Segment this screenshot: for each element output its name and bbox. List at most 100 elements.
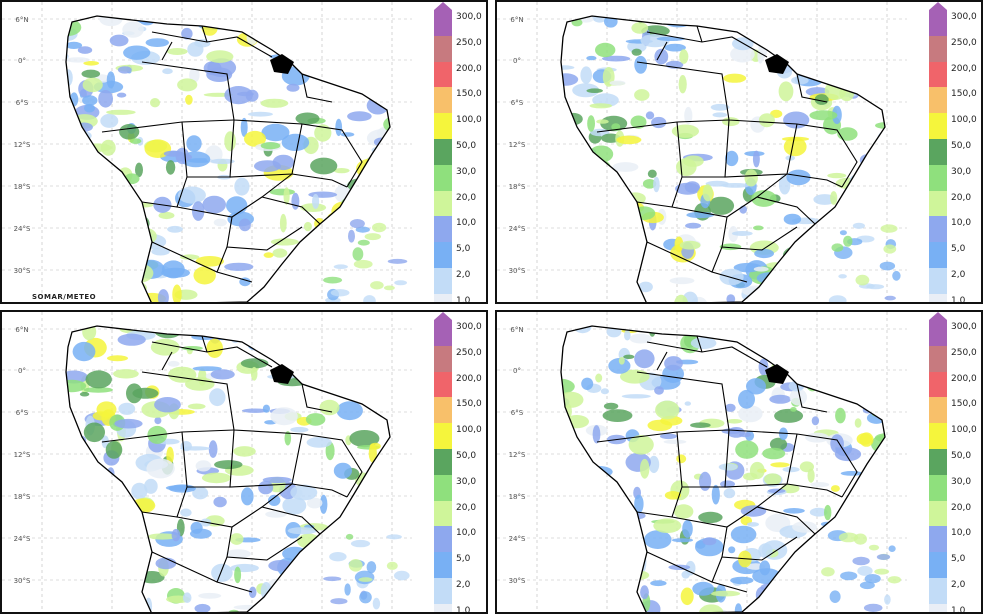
rain-cell	[726, 419, 743, 424]
rain-cell	[121, 290, 147, 302]
rain-cell	[811, 416, 820, 426]
rain-cell	[263, 252, 274, 258]
rain-cell	[66, 41, 83, 50]
ocean-rain-cell	[366, 561, 377, 574]
ocean-rain-cell	[370, 281, 384, 290]
rain-cell	[373, 137, 389, 147]
legend-label: 2,0	[456, 270, 471, 280]
precipitation-legend: 300,0 250,0 200,0 150,0 100,0 50,0 30,0 20,0 10,…	[426, 2, 486, 302]
rain-cell	[629, 333, 652, 344]
rain-cell	[260, 98, 289, 108]
legend-label: 250,0	[951, 347, 977, 358]
rain-cell	[206, 50, 234, 63]
rain-cell	[248, 586, 257, 598]
rain-cell	[884, 583, 885, 591]
rain-cell	[177, 78, 198, 92]
rain-cell	[872, 139, 885, 152]
rain-cell	[194, 603, 211, 612]
rain-cell	[281, 133, 310, 151]
rain-cell	[875, 122, 885, 129]
rain-cell	[603, 402, 619, 410]
rain-cell	[613, 287, 642, 298]
rain-cell	[163, 150, 183, 157]
rain-cell	[146, 458, 175, 479]
rain-cell	[853, 390, 879, 402]
rain-cell	[383, 57, 390, 71]
rain-cell	[301, 331, 314, 342]
rain-cell	[339, 352, 351, 358]
latitude-label: 6°N	[510, 326, 523, 334]
rain-cell	[351, 365, 361, 373]
rain-cell	[290, 484, 318, 501]
legend-label: 300,0	[456, 322, 482, 332]
rain-cell	[579, 157, 600, 174]
legend-label: 30,0	[456, 166, 477, 177]
rain-cell	[354, 335, 382, 353]
rain-cell	[82, 326, 97, 341]
rain-cell	[389, 495, 390, 509]
rain-cell	[856, 196, 875, 202]
rain-cell	[822, 370, 830, 386]
rain-cell	[123, 45, 151, 60]
rain-cell	[206, 338, 223, 358]
rain-cell	[592, 299, 599, 302]
legend-label: 50,0	[456, 451, 477, 461]
rain-cell	[564, 601, 580, 610]
rain-cell	[119, 124, 140, 140]
rain-cell	[389, 604, 390, 612]
rain-cell	[730, 45, 755, 63]
rain-cell	[213, 496, 227, 508]
rain-cell	[561, 526, 583, 539]
rain-cell	[674, 236, 684, 253]
legend-swatch	[434, 603, 452, 612]
rain-cell	[862, 373, 871, 387]
legend-swatch	[929, 552, 947, 578]
ocean-rain-cell	[357, 239, 370, 246]
latitude-label: 30°S	[14, 577, 31, 585]
ocean-rain-cell	[855, 274, 870, 286]
legend-swatch	[434, 10, 452, 36]
rain-cell	[774, 588, 790, 607]
latitude-label: 6°N	[15, 16, 28, 24]
rain-cell	[634, 55, 648, 74]
rain-cell	[882, 79, 885, 88]
legend-swatch	[929, 578, 947, 604]
rain-cell	[210, 158, 235, 165]
ocean-rain-cell	[364, 233, 381, 241]
rain-cell	[89, 200, 119, 217]
rain-cell	[262, 476, 292, 484]
rain-cell	[214, 460, 243, 470]
rain-cell	[623, 354, 635, 359]
rain-cell	[877, 131, 885, 147]
rain-cell	[564, 415, 589, 429]
rain-cell	[338, 209, 350, 226]
rain-cell	[251, 326, 265, 338]
rain-cell	[262, 404, 270, 413]
state-border	[229, 119, 303, 178]
state-border	[291, 483, 348, 498]
rain-cell	[327, 364, 343, 377]
rain-cell	[611, 123, 621, 131]
ocean-rain-cell	[348, 559, 363, 572]
rain-cell	[850, 356, 880, 362]
state-border	[796, 123, 858, 188]
rain-cell	[749, 461, 765, 480]
rain-cell	[567, 280, 584, 300]
legend-label: 300,0	[456, 12, 482, 22]
rain-cell	[553, 186, 561, 198]
rain-cell	[206, 328, 229, 337]
rain-cell	[780, 596, 788, 612]
rain-cell	[778, 584, 808, 595]
rain-cell	[830, 434, 844, 454]
rain-cell	[100, 113, 119, 128]
rain-cell	[682, 291, 698, 302]
rain-cell	[323, 240, 332, 252]
rain-cell	[873, 478, 884, 486]
rain-cell	[712, 112, 728, 118]
rain-cell	[842, 259, 870, 270]
rain-cell	[747, 522, 759, 527]
rain-cell	[113, 549, 120, 555]
rain-cell	[93, 193, 102, 201]
rain-cell	[839, 515, 851, 531]
rain-cell	[789, 388, 807, 406]
